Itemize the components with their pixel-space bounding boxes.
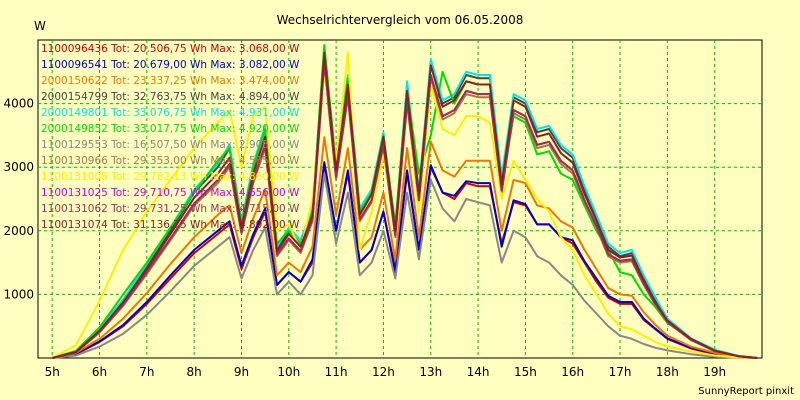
y-tick-label: 4000 [3, 97, 34, 111]
series-line-6 [52, 172, 758, 359]
series-line-11 [51, 51, 758, 359]
x-tick-label: 13h [419, 365, 442, 379]
y-tick-label: 3000 [3, 160, 34, 174]
legend-entry-10: 1100131062 Tot: 29.731,25 Wh Max: 4.715,… [41, 203, 300, 215]
x-tick-label: 8h [187, 365, 202, 379]
x-tick-label: 14h [467, 365, 490, 379]
legend: 1100096436 Tot: 20.506,75 Wh Max: 3.068,… [41, 43, 300, 231]
x-tick-label: 6h [92, 365, 107, 379]
x-tick-label: 16h [561, 365, 584, 379]
x-tick-label: 18h [656, 365, 679, 379]
x-tick-label: 9h [234, 365, 249, 379]
legend-entry-4: 2000149801 Tot: 33.076,75 Wh Max: 4.931,… [41, 107, 300, 119]
x-tick-label: 5h [45, 365, 60, 379]
x-tick-label: 19h [703, 365, 726, 379]
x-tick-label: 7h [139, 365, 154, 379]
credit-text: SunnyReport pinxit [698, 386, 794, 397]
x-tick-label: 12h [372, 365, 395, 379]
legend-entry-0: 1100096436 Tot: 20.506,75 Wh Max: 3.068,… [41, 43, 300, 55]
y-axis-label: W [34, 19, 46, 33]
x-tick-label: 11h [325, 365, 348, 379]
x-tick-label: 15h [514, 365, 537, 379]
legend-entry-8: 1100131008 Tot: 29.782,13 Wh Max: 4.860,… [41, 171, 300, 183]
x-tick-label: 10h [277, 365, 300, 379]
legend-entry-9: 1100131025 Tot: 29.710,75 Wh Max: 4.656,… [41, 187, 300, 199]
legend-entry-5: 2000149852 Tot: 33.017,75 Wh Max: 4.920,… [41, 123, 300, 135]
x-tick-label: 17h [609, 365, 632, 379]
legend-entry-2: 2000150622 Tot: 23.337,25 Wh Max: 3.474,… [41, 75, 300, 87]
axis-ticks: 5h 6h 7h 8h 9h 10h 11h 12h 13h 14h 15h 16h 17h 18h 19h… [3, 97, 726, 379]
chart-title: Wechselrichtervergleich vom 06.05.2008 [277, 13, 524, 27]
series-layer [51, 44, 758, 359]
plot-area [37, 39, 763, 359]
series-line-1 [52, 161, 758, 359]
legend-entry-7: 1100130966 Tot: 29.353,00 Wh Max: 4.585,… [41, 155, 300, 167]
legend-entry-3: 2000154799 Tot: 32.763,75 Wh Max: 4.894,… [41, 91, 300, 103]
legend-entry-6: 1100129553 Tot: 16.507,50 Wh Max: 2.905,… [41, 139, 300, 151]
series-line-2 [51, 136, 758, 359]
y-tick-label: 2000 [3, 224, 34, 238]
y-tick-label: 1000 [3, 287, 34, 301]
legend-entry-11: 1100131074 Tot: 31.136,75 Wh Max: 4.802,… [41, 219, 300, 231]
legend-entry-1: 1100096541 Tot: 20.679,00 Wh Max: 3.082,… [41, 59, 300, 71]
